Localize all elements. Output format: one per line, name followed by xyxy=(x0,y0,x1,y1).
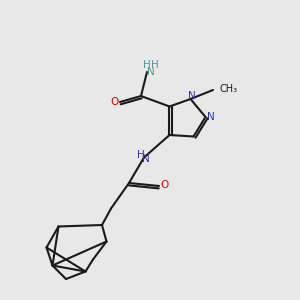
Text: N: N xyxy=(142,154,150,164)
Text: N: N xyxy=(188,91,196,101)
Text: CH₃: CH₃ xyxy=(220,83,238,94)
Text: N: N xyxy=(147,67,154,77)
Text: N: N xyxy=(207,112,215,122)
Text: H: H xyxy=(151,59,158,70)
Text: H: H xyxy=(137,150,145,160)
Text: O: O xyxy=(110,97,119,107)
Text: O: O xyxy=(160,180,169,190)
Text: H: H xyxy=(143,59,151,70)
